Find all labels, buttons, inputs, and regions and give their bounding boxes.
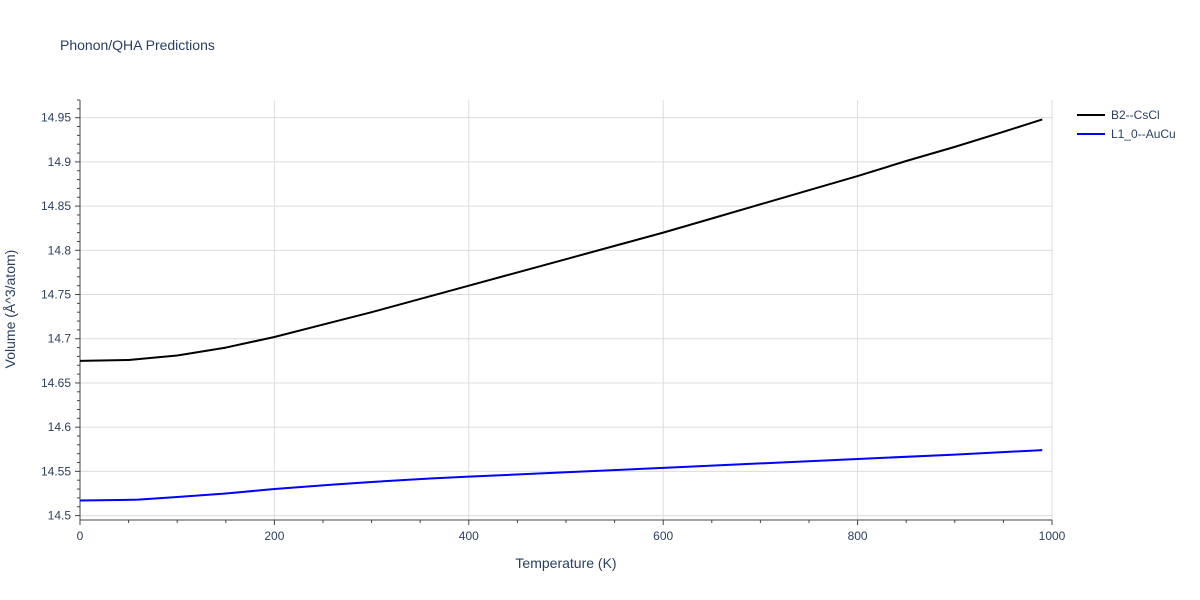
grid: [80, 100, 1053, 520]
x-tick-label: 200: [264, 529, 284, 543]
x-tick-label: 400: [459, 529, 479, 543]
y-tick-label: 14.5: [48, 509, 72, 523]
x-axis-title: Temperature (K): [515, 555, 616, 571]
y-tick-label: 14.65: [41, 376, 71, 390]
series-layer: [79, 118, 1043, 502]
x-tick-label: 1000: [1039, 529, 1066, 543]
x-tick-label: 0: [77, 529, 84, 543]
y-tick-label: 14.85: [41, 199, 71, 213]
legend-label: B2--CsCl: [1111, 108, 1160, 122]
y-tick-label: 14.95: [41, 111, 71, 125]
y-tick-label: 14.8: [48, 243, 72, 257]
legend-item-1[interactable]: L1_0--AuCu: [1077, 127, 1176, 141]
legend[interactable]: B2--CsCl L1_0--AuCu: [1077, 108, 1176, 141]
legend-item-0[interactable]: B2--CsCl: [1077, 108, 1160, 122]
axes: 0 200 400 600 800 1000 14.5 14.55 14.6 14.65 14.7 1…: [41, 99, 1066, 543]
y-tick-label: 14.55: [41, 464, 71, 478]
series-line-0: [79, 118, 1043, 362]
x-tick-label: 800: [848, 529, 868, 543]
y-tick-label: 14.6: [48, 420, 72, 434]
series-line-1: [79, 449, 1043, 502]
chart-title: Phonon/QHA Predictions: [60, 37, 215, 53]
y-tick-label: 14.7: [48, 332, 72, 346]
y-axis-title: Volume (Å^3/atom): [2, 250, 18, 369]
y-tick-label: 14.75: [41, 288, 71, 302]
y-tick-label: 14.9: [48, 155, 72, 169]
x-tick-label: 600: [653, 529, 673, 543]
legend-label: L1_0--AuCu: [1111, 127, 1176, 141]
